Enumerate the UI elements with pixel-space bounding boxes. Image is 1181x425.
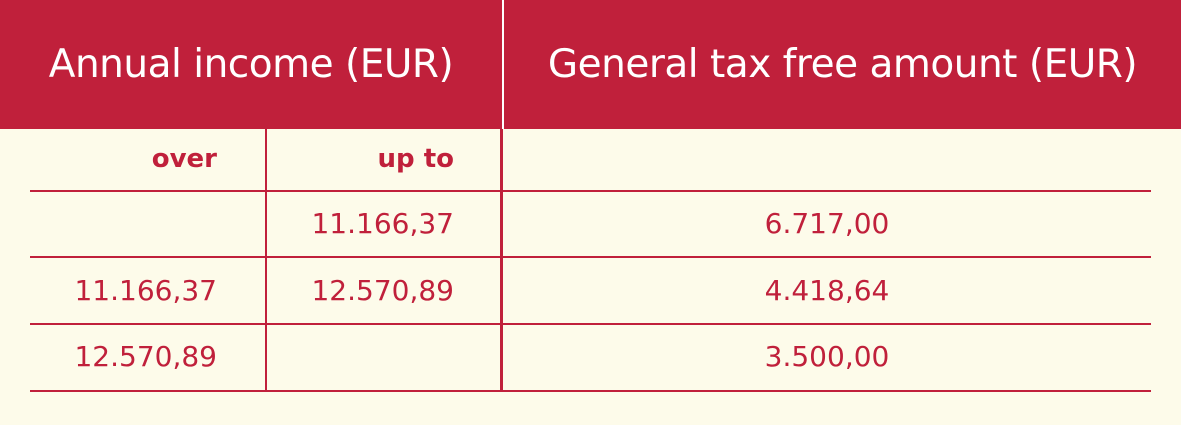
row-divider xyxy=(30,256,1151,258)
table-bottom-border xyxy=(30,390,1151,392)
row-1-over xyxy=(30,191,217,255)
row-1-up-to: 11.166,37 xyxy=(311,206,454,240)
up-to-subheader: up to xyxy=(377,144,454,174)
row-2-amount: 4.418,64 xyxy=(764,273,890,307)
row-3-over: 12.570,89 xyxy=(74,339,217,373)
tax-free-amount-header: General tax free amount (EUR) xyxy=(547,42,1138,87)
annual-income-header: Annual income (EUR) xyxy=(48,42,454,87)
row-3-amount: 3.500,00 xyxy=(764,339,890,373)
row-divider xyxy=(30,323,1151,325)
amount-subheader xyxy=(503,127,1151,191)
row-divider xyxy=(30,190,1151,192)
column-divider-1 xyxy=(265,129,267,391)
over-subheader: over xyxy=(151,144,217,174)
header-divider xyxy=(502,0,504,129)
table-header: Annual income (EUR) General tax free amo… xyxy=(0,0,1181,129)
row-2-up-to: 12.570,89 xyxy=(311,273,454,307)
row-2-over: 11.166,37 xyxy=(74,273,217,307)
row-3-up-to xyxy=(268,324,454,388)
row-1-amount: 6.717,00 xyxy=(764,206,890,240)
column-divider-2 xyxy=(500,129,503,391)
